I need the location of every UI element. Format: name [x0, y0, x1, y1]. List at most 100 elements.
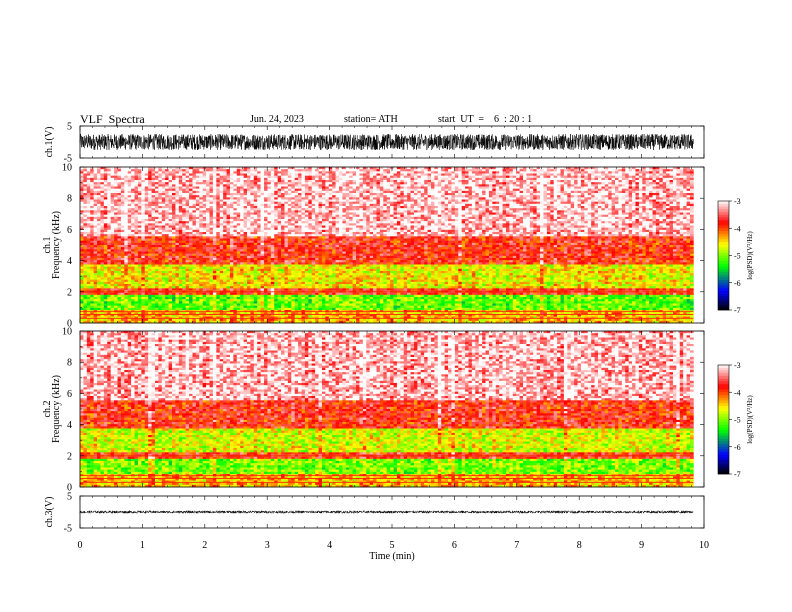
- spectrogram-cell: [468, 197, 472, 199]
- spectrogram-cell: [625, 171, 629, 173]
- spectrogram-cell: [503, 202, 507, 204]
- spectrogram-cell: [516, 193, 520, 195]
- spectrogram-cell: [346, 193, 350, 195]
- spectrogram-cell: [417, 178, 421, 180]
- spectrogram-cell: [216, 219, 220, 221]
- spectrogram-cell: [581, 193, 585, 195]
- spectrogram-cell: [431, 195, 435, 197]
- spectrogram-cell: [455, 178, 459, 180]
- spectrogram-cell: [308, 178, 312, 180]
- spectrogram-cell: [520, 204, 524, 206]
- spectrogram-cell: [148, 182, 152, 184]
- spectrogram-cell: [451, 213, 455, 215]
- spectrogram-cell: [339, 187, 343, 189]
- spectrogram-cell: [175, 210, 179, 212]
- spectrogram-cell: [414, 200, 418, 202]
- spectrogram-cell: [274, 182, 278, 184]
- spectrogram-cell: [690, 197, 694, 199]
- spectrogram-cell: [250, 182, 254, 184]
- spectrogram-cell: [612, 215, 616, 217]
- spectrogram-cell: [591, 178, 595, 180]
- spectrogram-cell: [530, 184, 534, 186]
- spectrogram-cell: [451, 221, 455, 223]
- spectrogram-cell: [618, 178, 622, 180]
- spectrogram-cell: [680, 171, 684, 173]
- spectrogram-cell: [411, 174, 415, 176]
- spectrogram-cell: [387, 204, 391, 206]
- spectrogram-cell: [312, 221, 316, 223]
- spectrogram-cell: [543, 219, 547, 221]
- spectrogram-cell: [278, 174, 282, 176]
- spectrogram-cell: [83, 226, 87, 228]
- spectrogram-cell: [533, 208, 537, 210]
- spectrogram-cell: [376, 210, 380, 212]
- spectrogram-cell: [407, 174, 411, 176]
- spectrogram-cell: [271, 178, 275, 180]
- spectrogram-cell: [274, 219, 278, 221]
- spectrogram-cell: [199, 180, 203, 182]
- spectrogram-cell: [612, 176, 616, 178]
- spectrogram-cell: [397, 171, 401, 173]
- spectrogram-cell: [80, 217, 84, 219]
- spectrogram-cell: [543, 210, 547, 212]
- spectrogram-cell: [431, 180, 435, 182]
- spectrogram-cell: [240, 176, 244, 178]
- spectrogram-cell: [465, 202, 469, 204]
- spectrogram-cell: [445, 174, 449, 176]
- spectrogram-cell: [639, 204, 643, 206]
- spectrogram-cell: [274, 195, 278, 197]
- spectrogram-cell: [288, 197, 292, 199]
- spectrogram-cell: [564, 180, 568, 182]
- spectrogram-cell: [128, 226, 132, 228]
- spectrogram-cell: [94, 219, 98, 221]
- spectrogram-cell: [670, 215, 674, 217]
- spectrogram-cell: [516, 184, 520, 186]
- spectrogram-cell: [291, 171, 295, 173]
- spectrogram-cell: [397, 219, 401, 221]
- spectrogram-cell: [213, 213, 217, 215]
- spectrogram-cell: [121, 189, 125, 191]
- spectrogram-cell: [94, 174, 98, 176]
- spectrogram-cell: [496, 176, 500, 178]
- spectrogram-cell: [186, 215, 190, 217]
- spectrogram-cell: [407, 221, 411, 223]
- spectrogram-cell: [319, 184, 323, 186]
- spectrogram-cell: [376, 221, 380, 223]
- spectrogram-cell: [100, 169, 104, 171]
- spectrogram-cell: [441, 184, 445, 186]
- spectrogram-cell: [482, 213, 486, 215]
- spectrogram-cell: [394, 219, 398, 221]
- spectrogram-cell: [472, 193, 476, 195]
- spectrogram-cell: [107, 206, 111, 208]
- spectrogram-cell: [312, 208, 316, 210]
- spectrogram-cell: [629, 206, 633, 208]
- spectrogram-cell: [407, 187, 411, 189]
- spectrogram-cell: [605, 213, 609, 215]
- spectrogram-cell: [216, 217, 220, 219]
- spectrogram-cell: [656, 204, 660, 206]
- spectrogram-cell: [605, 191, 609, 193]
- spectrogram-cell: [206, 174, 210, 176]
- spectrogram-cell: [336, 213, 340, 215]
- spectrogram-cell: [356, 223, 360, 225]
- spectrogram-cell: [336, 174, 340, 176]
- spectrogram-cell: [387, 206, 391, 208]
- spectrogram-cell: [291, 197, 295, 199]
- spectrogram-cell: [240, 197, 244, 199]
- spectrogram-cell: [291, 169, 295, 171]
- spectrogram-cell: [411, 202, 415, 204]
- spectrogram-cell: [135, 174, 139, 176]
- spectrogram-cell: [175, 193, 179, 195]
- spectrogram-cell: [359, 187, 363, 189]
- spectrogram-cell: [220, 200, 224, 202]
- spectrogram-cell: [475, 204, 479, 206]
- spectrogram-cell: [670, 208, 674, 210]
- spectrogram-cell: [434, 202, 438, 204]
- spectrogram-cell: [673, 189, 677, 191]
- spectrogram-cell: [254, 206, 258, 208]
- spectrogram-cell: [261, 169, 265, 171]
- spectrogram-cell: [598, 200, 602, 202]
- spectrogram-cell: [387, 202, 391, 204]
- spectrogram-cell: [557, 204, 561, 206]
- spectrogram-cell: [646, 206, 650, 208]
